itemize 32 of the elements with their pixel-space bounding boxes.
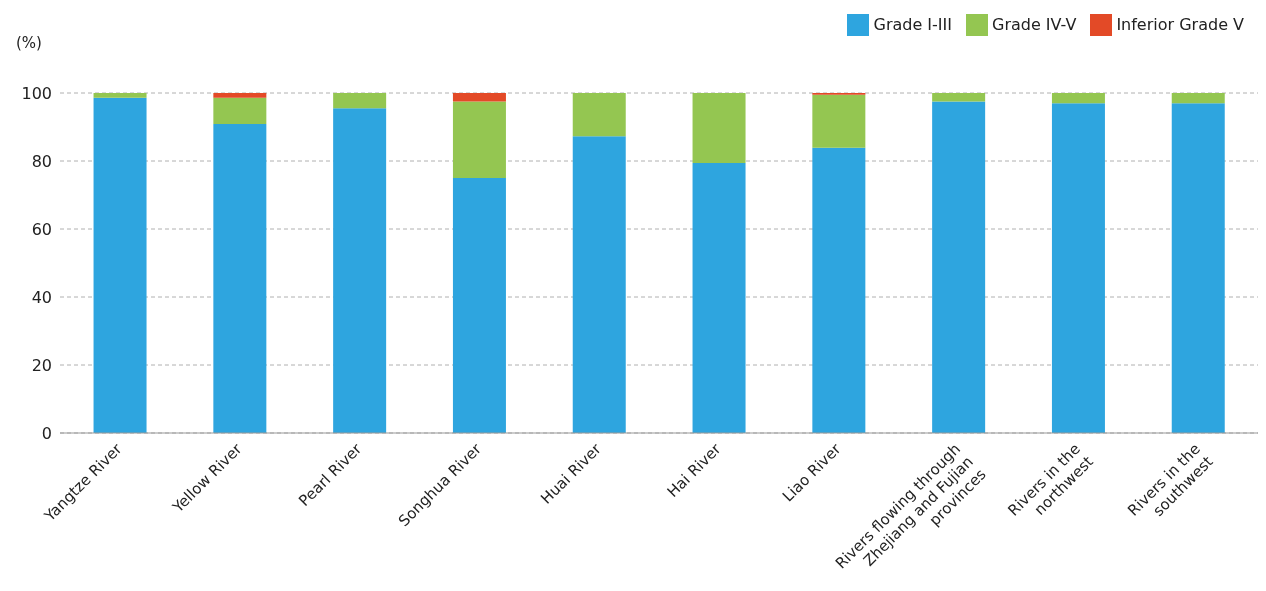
bar xyxy=(333,93,387,109)
bar xyxy=(333,108,387,433)
bar xyxy=(812,147,866,433)
bar xyxy=(1051,93,1105,104)
y-tick-label: 100 xyxy=(21,83,52,103)
y-tick-label: 80 xyxy=(31,151,52,171)
bar xyxy=(812,94,866,148)
bar xyxy=(932,101,986,433)
y-tick-label: 0 xyxy=(41,423,52,443)
legend-label: Grade I-III xyxy=(873,14,952,34)
bar xyxy=(1051,103,1105,433)
bar xyxy=(452,93,506,102)
bar xyxy=(213,123,267,433)
y-tick-label: 60 xyxy=(31,219,52,239)
bar xyxy=(932,93,986,102)
legend-label: Grade IV-V xyxy=(992,14,1077,34)
bar xyxy=(572,136,626,433)
bar xyxy=(93,93,147,98)
bar xyxy=(1171,103,1225,433)
y-tick-label: 40 xyxy=(31,287,52,307)
bar xyxy=(692,93,746,164)
bar xyxy=(452,101,506,178)
bar xyxy=(692,163,746,433)
bar xyxy=(452,178,506,433)
legend-label: Inferior Grade V xyxy=(1116,14,1244,34)
y-axis-title: (%) xyxy=(16,34,42,52)
bar xyxy=(1171,93,1225,104)
bar xyxy=(572,93,626,137)
y-tick-label: 20 xyxy=(31,355,52,375)
bar xyxy=(93,97,147,433)
bar xyxy=(213,93,267,98)
bar xyxy=(213,97,267,124)
